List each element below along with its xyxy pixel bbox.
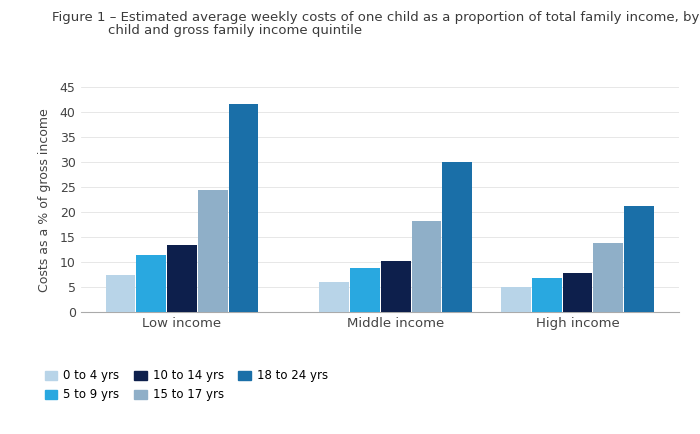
Bar bbox=[594, 243, 623, 312]
Bar bbox=[381, 261, 411, 312]
Bar bbox=[442, 162, 472, 312]
Y-axis label: Costs as a % of gross income: Costs as a % of gross income bbox=[38, 108, 51, 292]
Bar bbox=[106, 275, 136, 312]
Bar bbox=[501, 287, 531, 312]
Legend: 0 to 4 yrs, 5 to 9 yrs, 10 to 14 yrs, 15 to 17 yrs, 18 to 24 yrs: 0 to 4 yrs, 5 to 9 yrs, 10 to 14 yrs, 15… bbox=[45, 369, 328, 401]
Bar bbox=[624, 206, 654, 312]
Bar bbox=[412, 221, 442, 312]
Bar bbox=[229, 104, 258, 312]
Bar bbox=[198, 190, 228, 312]
Bar bbox=[319, 283, 349, 312]
Bar bbox=[563, 273, 592, 312]
Bar bbox=[532, 278, 561, 312]
Bar bbox=[350, 268, 380, 312]
Text: Figure 1 – Estimated average weekly costs of one child as a proportion of total : Figure 1 – Estimated average weekly cost… bbox=[52, 11, 700, 24]
Bar bbox=[167, 245, 197, 312]
Text: child and gross family income quintile: child and gross family income quintile bbox=[108, 24, 363, 37]
Bar bbox=[136, 255, 166, 312]
